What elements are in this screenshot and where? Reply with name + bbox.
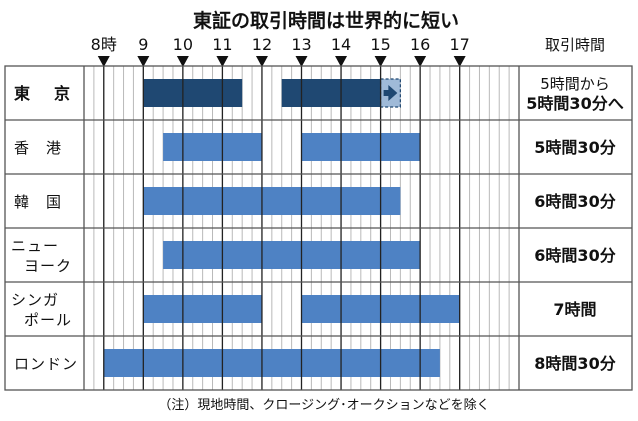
trading-duration-label: 5時間30分 bbox=[534, 138, 615, 157]
trading-duration-label: 7時間 bbox=[553, 300, 596, 319]
hour-tick-marker bbox=[137, 56, 150, 67]
session-bar bbox=[163, 133, 262, 161]
hour-tick-label: 14 bbox=[331, 35, 351, 54]
market-name: 東 京 bbox=[14, 84, 74, 103]
market-name: ニュー bbox=[11, 237, 59, 255]
hour-tick-label: 17 bbox=[450, 35, 470, 54]
hour-tick-marker bbox=[255, 56, 268, 67]
session-bar bbox=[163, 241, 421, 269]
hour-tick-label: 10 bbox=[173, 35, 193, 54]
hour-tick-marker bbox=[453, 56, 466, 67]
session-bar bbox=[143, 295, 262, 323]
hour-tick-marker bbox=[295, 56, 308, 67]
hour-tick-label: 8時 bbox=[91, 35, 117, 54]
chart-footnote: （注）現地時間、クロージング･オークションなどを除く bbox=[158, 398, 489, 413]
hour-tick-label: 11 bbox=[212, 35, 232, 54]
hour-tick-label: 9 bbox=[138, 35, 148, 54]
trading-duration-label: 6時間30分 bbox=[534, 246, 615, 265]
hour-tick-marker bbox=[176, 56, 189, 67]
hour-tick-marker bbox=[97, 56, 110, 67]
hour-tick-marker bbox=[374, 56, 387, 67]
session-bar bbox=[301, 133, 421, 161]
duration-column-header: 取引時間 bbox=[545, 36, 605, 54]
session-bar bbox=[143, 79, 243, 107]
hour-tick-label: 12 bbox=[252, 35, 272, 54]
hour-tick-marker bbox=[216, 56, 229, 67]
hour-tick-label: 15 bbox=[370, 35, 390, 54]
session-bar bbox=[143, 187, 401, 215]
market-name: シンガ bbox=[11, 291, 59, 309]
extension-arrow-icon bbox=[383, 85, 398, 101]
table-frame bbox=[4, 65, 633, 391]
trading-duration-label: 5時間から bbox=[540, 75, 610, 93]
trading-duration-label: 8時間30分 bbox=[534, 354, 615, 373]
hour-tick-label: 16 bbox=[410, 35, 430, 54]
trading-duration-label: 6時間30分 bbox=[534, 192, 615, 211]
market-name: ロンドン bbox=[14, 355, 78, 373]
market-name: 韓 国 bbox=[14, 193, 62, 211]
hour-tick-marker bbox=[414, 56, 427, 67]
hour-tick-label: 13 bbox=[291, 35, 311, 54]
trading-duration-label: 5時間30分へ bbox=[526, 94, 623, 113]
hour-tick-marker bbox=[335, 56, 348, 67]
market-name: ヨーク bbox=[24, 257, 72, 275]
session-bar bbox=[103, 349, 440, 377]
chart-title: 東証の取引時間は世界的に短い bbox=[193, 9, 459, 32]
market-name: 香 港 bbox=[14, 139, 62, 157]
market-name: ポール bbox=[24, 311, 72, 329]
session-bar bbox=[281, 79, 381, 107]
